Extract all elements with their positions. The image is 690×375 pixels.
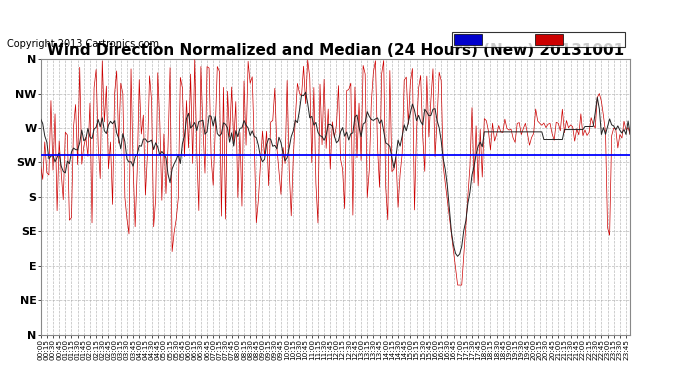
Text: Copyright 2013 Cartronics.com: Copyright 2013 Cartronics.com xyxy=(7,39,159,50)
Title: Wind Direction Normalized and Median (24 Hours) (New) 20131001: Wind Direction Normalized and Median (24… xyxy=(47,43,624,58)
Legend: Average, Direction: Average, Direction xyxy=(452,32,624,48)
